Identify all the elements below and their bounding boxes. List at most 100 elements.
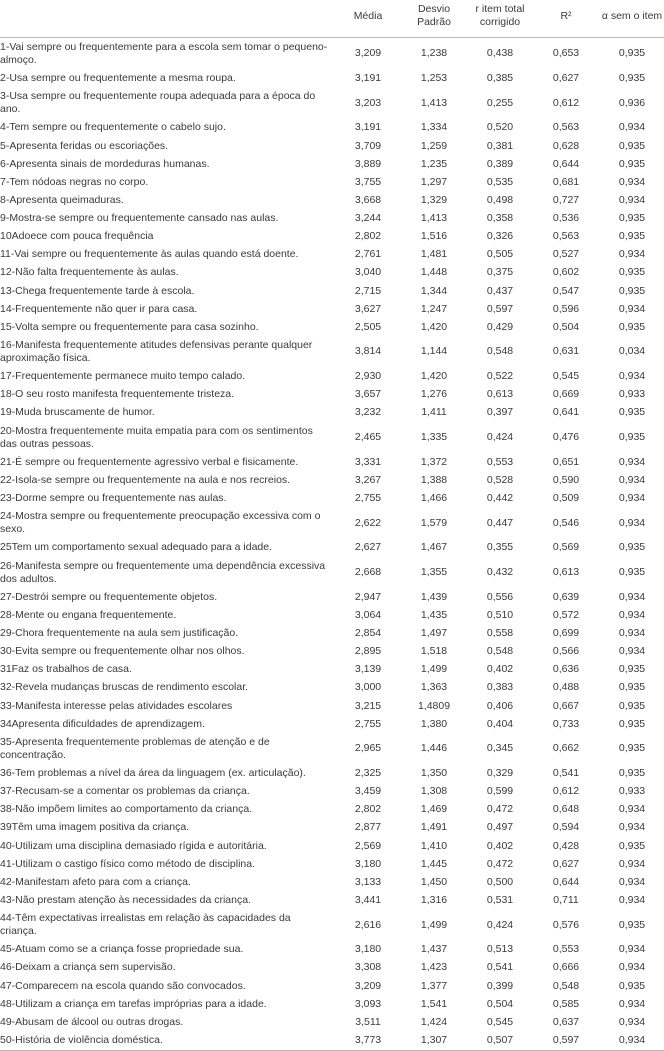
row-sd: 1,238 [401,38,467,70]
row-label: 14-Frequentemente não quer ir para casa. [0,300,335,318]
row-sd: 1,297 [401,173,467,191]
table-row: 32-Revela mudanças bruscas de rendimento… [0,679,664,697]
table-row: 12-Não falta frequentemente às aulas.3,0… [0,264,664,282]
row-ritem: 0,402 [467,661,533,679]
row-sd: 1,410 [401,837,467,855]
row-r2: 0,639 [533,588,599,606]
table-row: 7-Tem nódoas negras no corpo.3,7551,2970… [0,173,664,191]
row-label: 47-Comparecem na escola quando são convo… [0,977,335,995]
row-r2: 0,631 [533,336,599,367]
row-alpha: 0,934 [599,959,664,977]
row-sd: 1,467 [401,539,467,557]
table-row: 15-Volta sempre ou frequentemente para c… [0,318,664,336]
row-alpha: 0,935 [599,282,664,300]
row-alpha: 0,935 [599,38,664,70]
table-row: 38-Não impõem limites ao comportamento d… [0,801,664,819]
row-label: 6-Apresenta sinais de mordeduras humanas… [0,155,335,173]
row-r2: 0,428 [533,837,599,855]
row-alpha: 0,934 [599,995,664,1013]
row-sd: 1,499 [401,661,467,679]
row-label: 50-História de violência doméstica. [0,1031,335,1050]
row-alpha: 0,934 [599,453,664,471]
row-ritem: 0,442 [467,490,533,508]
table-row: 2-Usa sempre ou frequentemente a mesma r… [0,70,664,88]
row-media: 2,627 [335,539,401,557]
table-row: 10Adoece com pouca frequência2,8021,5160… [0,228,664,246]
row-label: 31Faz os trabalhos de casa. [0,661,335,679]
row-sd: 1,469 [401,801,467,819]
row-sd: 1,491 [401,819,467,837]
row-r2: 0,612 [533,783,599,801]
row-sd: 1,420 [401,318,467,336]
row-label: 12-Não falta frequentemente às aulas. [0,264,335,282]
row-label: 40-Utilizam uma disciplina demasiado ríg… [0,837,335,855]
row-alpha: 0,934 [599,873,664,891]
row-ritem: 0,510 [467,606,533,624]
table-row: 43-Não prestam atenção às necessidades d… [0,891,664,909]
row-sd: 1,423 [401,959,467,977]
row-alpha: 0,935 [599,210,664,228]
row-media: 3,133 [335,873,401,891]
row-ritem: 0,375 [467,264,533,282]
row-ritem: 0,397 [467,404,533,422]
row-media: 3,627 [335,300,401,318]
row-ritem: 0,402 [467,837,533,855]
row-r2: 0,644 [533,155,599,173]
row-alpha: 0,934 [599,471,664,489]
row-label: 30-Evita sempre ou frequentemente olhar … [0,643,335,661]
row-label: 13-Chega frequentemente tarde à escola. [0,282,335,300]
row-media: 3,773 [335,1031,401,1050]
table-row: 26-Manifesta sempre ou frequentemente um… [0,557,664,588]
row-ritem: 0,528 [467,471,533,489]
row-sd: 1,372 [401,453,467,471]
row-ritem: 0,497 [467,819,533,837]
row-r2: 0,602 [533,264,599,282]
row-label: 15-Volta sempre ou frequentemente para c… [0,318,335,336]
row-ritem: 0,424 [467,910,533,941]
row-r2: 0,651 [533,453,599,471]
row-media: 3,308 [335,959,401,977]
row-ritem: 0,548 [467,336,533,367]
row-ritem: 0,438 [467,38,533,70]
row-r2: 0,563 [533,119,599,137]
table-row: 4-Tem sempre ou frequentemente o cabelo … [0,119,664,137]
row-alpha: 0,935 [599,264,664,282]
row-ritem: 0,406 [467,697,533,715]
row-ritem: 0,548 [467,643,533,661]
row-media: 3,459 [335,783,401,801]
row-alpha: 0,934 [599,643,664,661]
row-sd: 1,350 [401,765,467,783]
header-media: Média [335,0,401,38]
row-media: 3,657 [335,386,401,404]
row-sd: 1,450 [401,873,467,891]
row-alpha: 0,934 [599,891,664,909]
row-r2: 0,594 [533,819,599,837]
row-media: 3,709 [335,137,401,155]
table-header-row: Média Desvio Padrão r item total corrigi… [0,0,664,38]
row-label: 28-Mente ou engana frequentemente. [0,606,335,624]
row-sd: 1,435 [401,606,467,624]
table-row: 42-Manifestam afeto para com a criança.3… [0,873,664,891]
row-media: 3,209 [335,38,401,70]
row-r2: 0,669 [533,386,599,404]
table-row: 29-Chora frequentemente na aula sem just… [0,625,664,643]
row-media: 2,325 [335,765,401,783]
row-alpha: 0,935 [599,404,664,422]
row-r2: 0,476 [533,422,599,453]
row-ritem: 0,556 [467,588,533,606]
row-label: 39Têm uma imagem positiva da criança. [0,819,335,837]
row-label: 38-Não impõem limites ao comportamento d… [0,801,335,819]
row-r2: 0,644 [533,873,599,891]
row-media: 3,267 [335,471,401,489]
row-r2: 0,699 [533,625,599,643]
row-r2: 0,666 [533,959,599,977]
row-ritem: 0,381 [467,137,533,155]
table-row: 31Faz os trabalhos de casa.3,1391,4990,4… [0,661,664,679]
row-label: 35-Apresenta frequentemente problemas de… [0,733,335,764]
row-ritem: 0,424 [467,422,533,453]
row-alpha: 0,934 [599,368,664,386]
table-row: 40-Utilizam uma disciplina demasiado ríg… [0,837,664,855]
row-media: 3,064 [335,606,401,624]
row-label: 19-Muda bruscamente de humor. [0,404,335,422]
table-row: 36-Tem problemas a nível da área da ling… [0,765,664,783]
